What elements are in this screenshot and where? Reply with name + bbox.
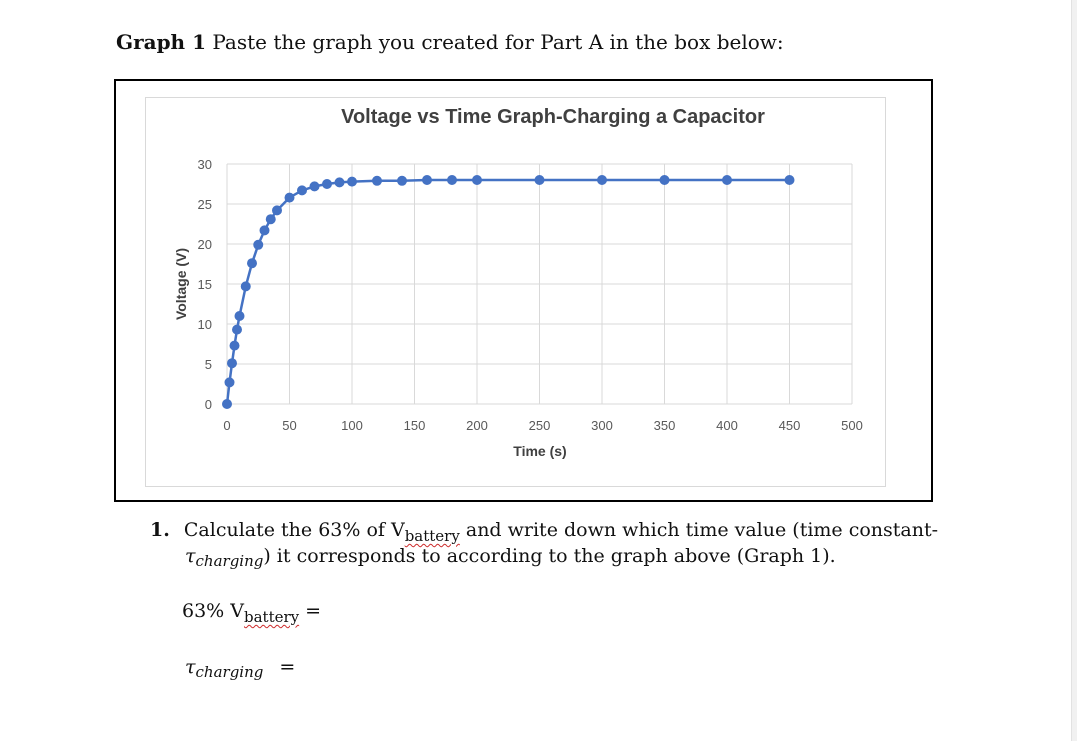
x-tick-label-6: 300 (591, 418, 613, 433)
answer-tau-equals: = (273, 656, 296, 678)
data-point-11 (272, 205, 282, 216)
tau-charging-subscript: charging (195, 552, 264, 570)
answer-line-tau[interactable]: τcharging = (185, 656, 296, 681)
data-point-24 (597, 175, 607, 185)
data-point-3 (229, 340, 240, 351)
tau-charging-symbol: τcharging (185, 545, 264, 570)
y-tick-label-1: 5 (205, 357, 212, 372)
x-tick-label-1: 50 (282, 418, 296, 433)
x-tick-label-2: 100 (341, 418, 363, 433)
data-point-10 (265, 214, 276, 225)
y-tick-label-0: 0 (205, 397, 212, 412)
question-text-a: Calculate the 63% of V (183, 519, 405, 541)
answer-battery-equals: = (299, 600, 322, 622)
data-point-8 (253, 239, 264, 250)
y-tick-label-4: 20 (198, 237, 212, 252)
y-tick-label-2: 10 (198, 317, 212, 332)
data-point-27 (784, 175, 795, 185)
x-tick-label-8: 400 (716, 418, 738, 433)
x-tick-label-3: 150 (404, 418, 426, 433)
x-axis-label: Time (s) (513, 443, 566, 459)
chart-area[interactable] (145, 97, 886, 487)
page-edge (1071, 0, 1077, 741)
data-point-13 (297, 185, 307, 196)
question-number: 1. (150, 519, 170, 541)
data-point-12 (284, 192, 295, 203)
paste-box[interactable] (114, 79, 933, 502)
data-point-1 (224, 377, 235, 388)
answer-tau-symbol: τcharging (185, 656, 264, 681)
x-tick-label-7: 350 (654, 418, 676, 433)
question-line-1: 1. Calculate the 63% of Vbattery and wri… (150, 519, 939, 545)
x-tick-label-9: 450 (779, 418, 801, 433)
data-point-26 (722, 175, 732, 185)
data-point-23 (534, 175, 545, 185)
y-tick-label-5: 25 (198, 197, 212, 212)
data-point-21 (447, 175, 457, 185)
data-point-6 (240, 281, 251, 292)
y-axis-label: Voltage (V) (173, 248, 189, 320)
data-point-0 (222, 399, 232, 409)
data-point-25 (659, 175, 670, 185)
data-point-15 (322, 179, 332, 189)
chart-title: Voltage vs Time Graph-Charging a Capacit… (341, 106, 765, 128)
graph-label: Graph 1 (116, 30, 206, 54)
data-point-5 (234, 311, 245, 321)
question-line-2: τcharging) it corresponds to according t… (185, 545, 836, 570)
data-point-22 (472, 175, 482, 185)
data-point-17 (347, 176, 357, 187)
x-tick-label-10: 500 (841, 418, 863, 433)
data-point-2 (227, 358, 237, 369)
data-point-14 (309, 181, 320, 192)
data-point-19 (397, 175, 407, 186)
battery-subscript: battery (404, 527, 460, 545)
y-tick-label-6: 30 (198, 157, 212, 172)
series-line (225, 178, 790, 405)
y-tick-label-3: 15 (198, 277, 212, 292)
answer-battery-subscript: battery (244, 608, 300, 626)
data-point-9 (259, 225, 270, 236)
x-tick-label-0: 0 (223, 418, 230, 433)
graph-instruction: Paste the graph you created for Part A i… (212, 30, 784, 54)
data-point-7 (247, 258, 257, 269)
x-tick-label-4: 200 (466, 418, 488, 433)
question-text-c: ) it corresponds to according to the gra… (263, 545, 836, 567)
x-tick-label-5: 250 (529, 418, 551, 433)
data-point-16 (334, 177, 345, 188)
data-point-4 (232, 324, 242, 335)
data-point-20 (422, 175, 432, 185)
data-point-18 (372, 175, 382, 186)
graph-heading: Graph 1 Paste the graph you created for … (116, 30, 784, 54)
answer-tau-subscript: charging (195, 663, 264, 681)
answer-line-battery[interactable]: 63% Vbattery = (182, 600, 322, 626)
answer-battery-prefix: 63% V (182, 600, 244, 622)
question-text-b: and write down which time value (time co… (459, 519, 939, 541)
